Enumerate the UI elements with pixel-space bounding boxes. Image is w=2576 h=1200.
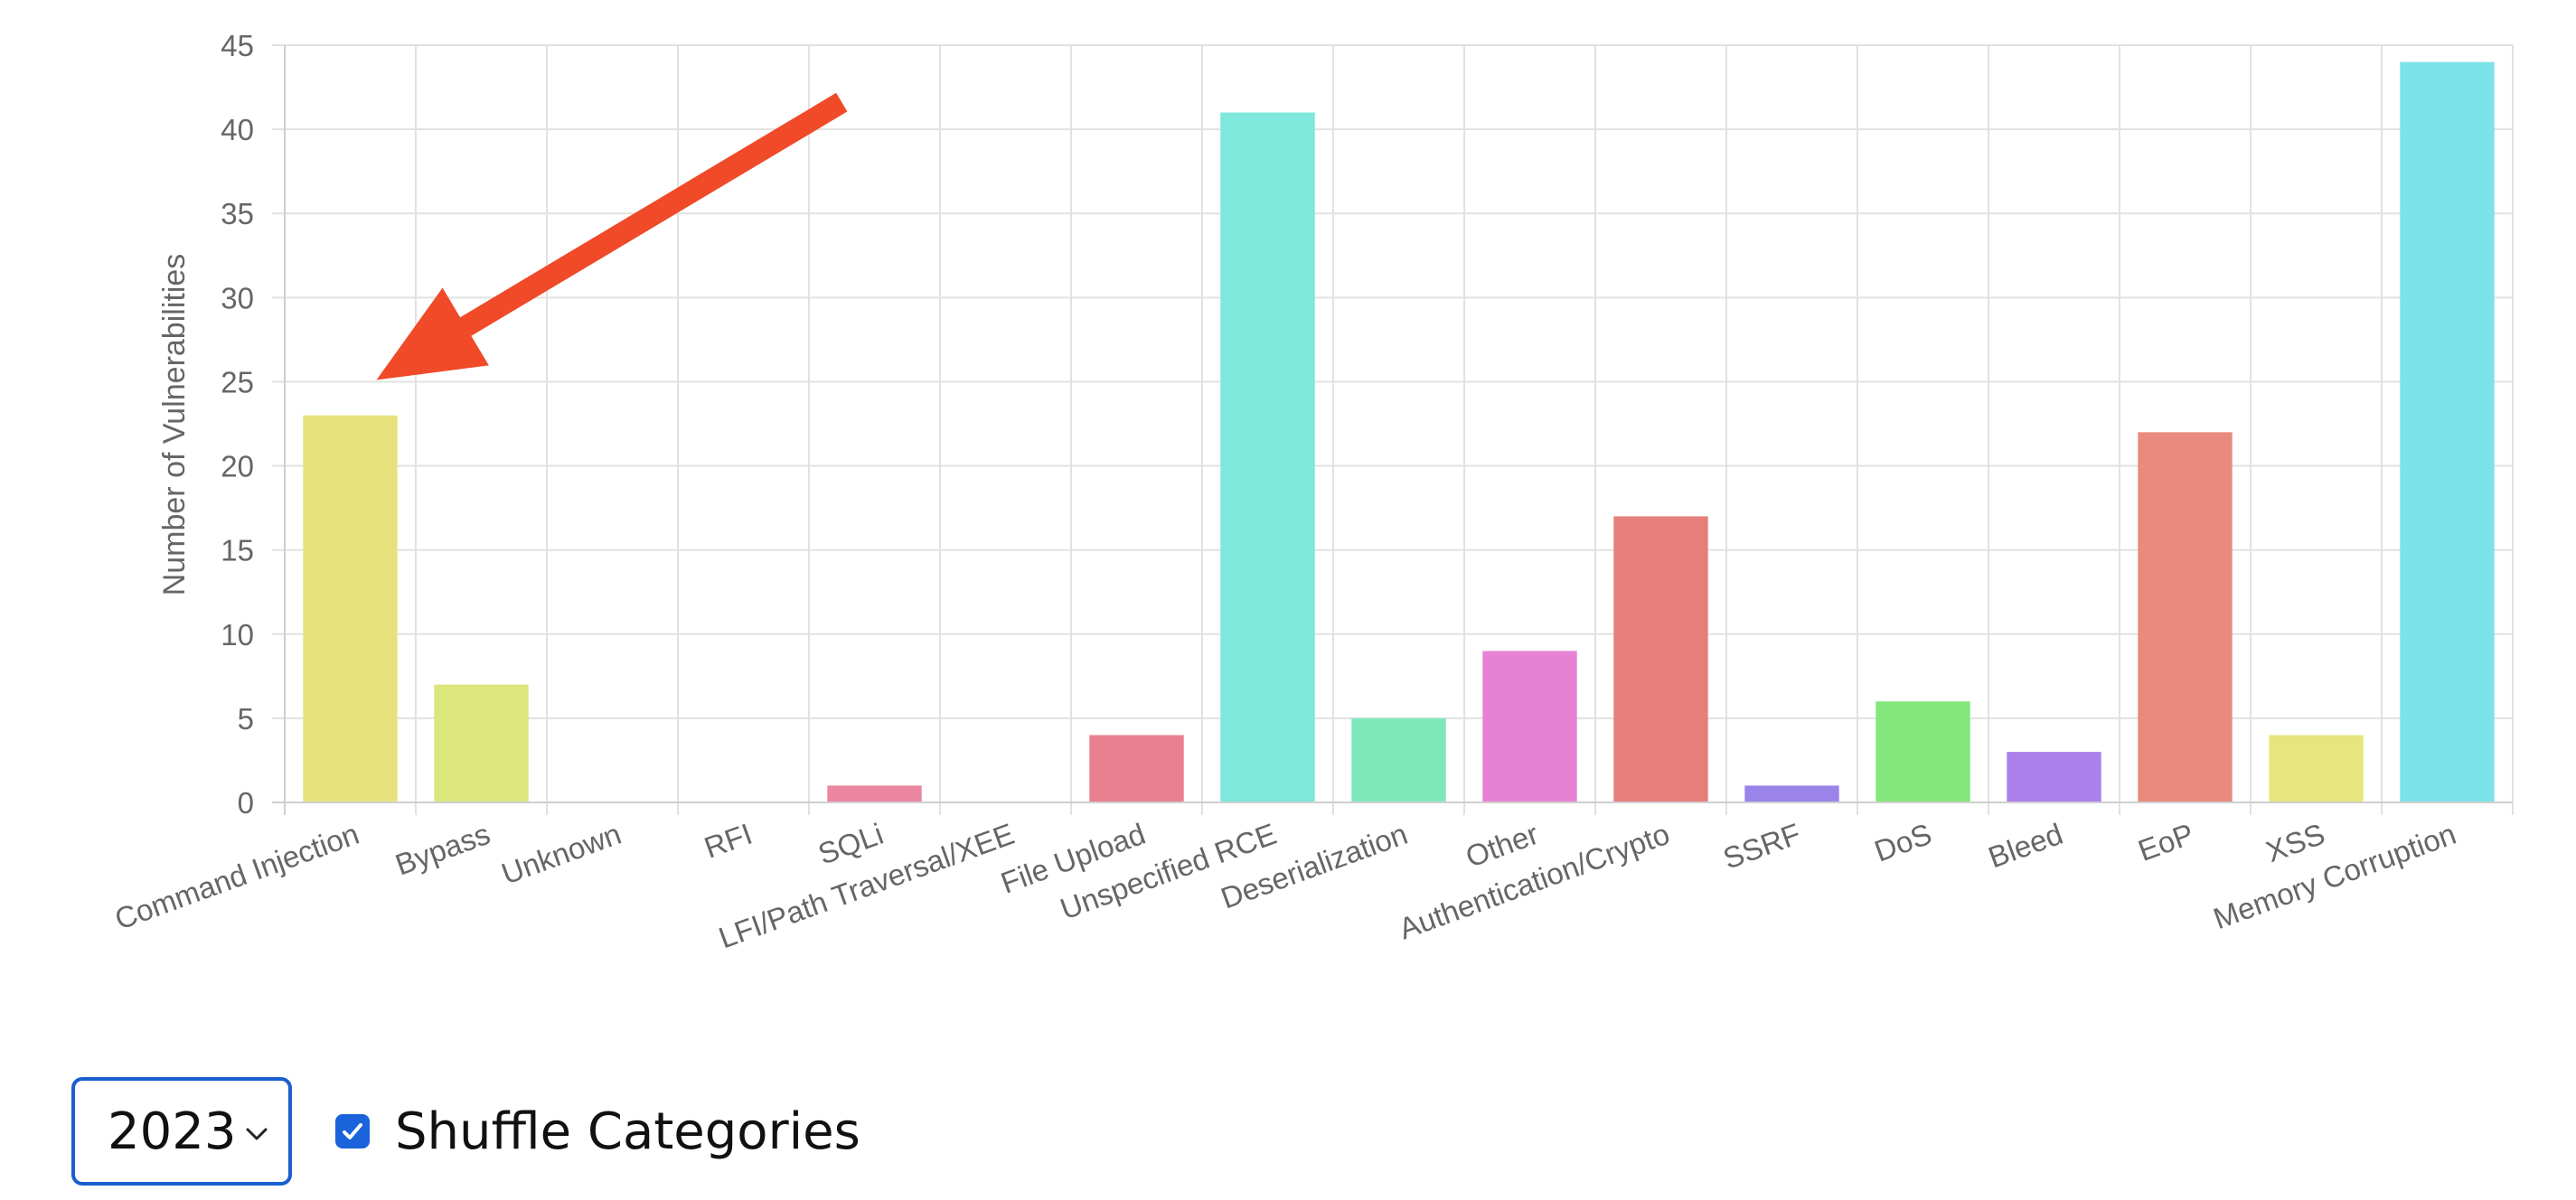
annotation-arrow-head [376,287,489,380]
bar-command-injection [303,415,398,802]
bar-unspecified-rce [1220,112,1315,802]
bar-file-upload [1089,735,1184,802]
x-tick-labels: Command Injection Bypass Unknown RFI SQLiLFI… [110,817,2460,955]
y-tick-label: 20 [221,450,254,483]
annotation-arrow-shaft [452,92,848,341]
bar-sqli [827,785,922,802]
y-tick-label: 0 [238,786,254,820]
checkmark-icon [343,1123,362,1139]
chevron-down-icon [246,1128,268,1140]
bar-authentication-crypto [1613,516,1708,802]
shuffle-label: Shuffle Categories [395,1102,860,1161]
bar-eop [2138,432,2233,802]
x-tick-label: SSRF [1719,817,1805,876]
bar-memory-corruption [2400,61,2495,803]
x-tick-label: RFI [700,817,757,865]
chart-controls: 2023 Shuffle Categories [71,1075,860,1187]
bar-bypass [434,684,529,802]
y-tick-label: 35 [221,197,254,230]
x-tick-label: Unspecified RCE [1056,817,1281,926]
bars [303,61,2495,803]
x-tick-label: Bleed [1984,817,2067,875]
x-tick-label: Unknown [497,817,625,891]
y-tick-label: 40 [221,113,254,146]
bar-other [1482,651,1577,802]
shuffle-categories-toggle[interactable]: Shuffle Categories [335,1102,860,1161]
y-tick-label: 15 [221,534,254,567]
y-tick-label: 45 [221,29,254,62]
x-tick-label: Memory Corruption [2209,817,2460,935]
bar-xss [2269,735,2364,802]
x-tick-label: DoS [1870,817,1936,868]
year-select-value: 2023 [108,1102,237,1161]
y-axis-title: Number of Vulnerabilities [157,254,192,596]
year-select[interactable]: 2023 [71,1077,292,1186]
y-tick-label: 5 [238,702,254,736]
y-tick-label: 10 [221,618,254,652]
x-tick-label: Bypass [391,817,494,882]
bar-ssrf [1744,785,1839,802]
x-tick-label: SQLi [813,817,888,871]
bar-dos [1876,701,1970,802]
y-tick-label: 25 [221,365,254,398]
y-tick-label: 30 [221,281,254,314]
shuffle-checkbox[interactable] [335,1114,370,1148]
x-tick-label: EoP [2134,817,2198,867]
annotations [376,92,848,380]
grid [272,44,2514,815]
bar-deserialization [1351,717,1446,802]
axes [272,45,2513,815]
chart-svg: 0 5 10 15 20 25 30 35 40 45 Command Injection Bypa… [110,29,2514,955]
x-tick-label: XSS [2261,817,2329,868]
vulnerability-bar-chart: 0 5 10 15 20 25 30 35 40 45 Command Injection Bypa… [110,29,2514,955]
y-tick-labels: 0 5 10 15 20 25 30 35 40 45 [221,29,254,820]
x-tick-label: Command Injection [110,817,363,936]
bar-bleed [2007,752,2101,802]
